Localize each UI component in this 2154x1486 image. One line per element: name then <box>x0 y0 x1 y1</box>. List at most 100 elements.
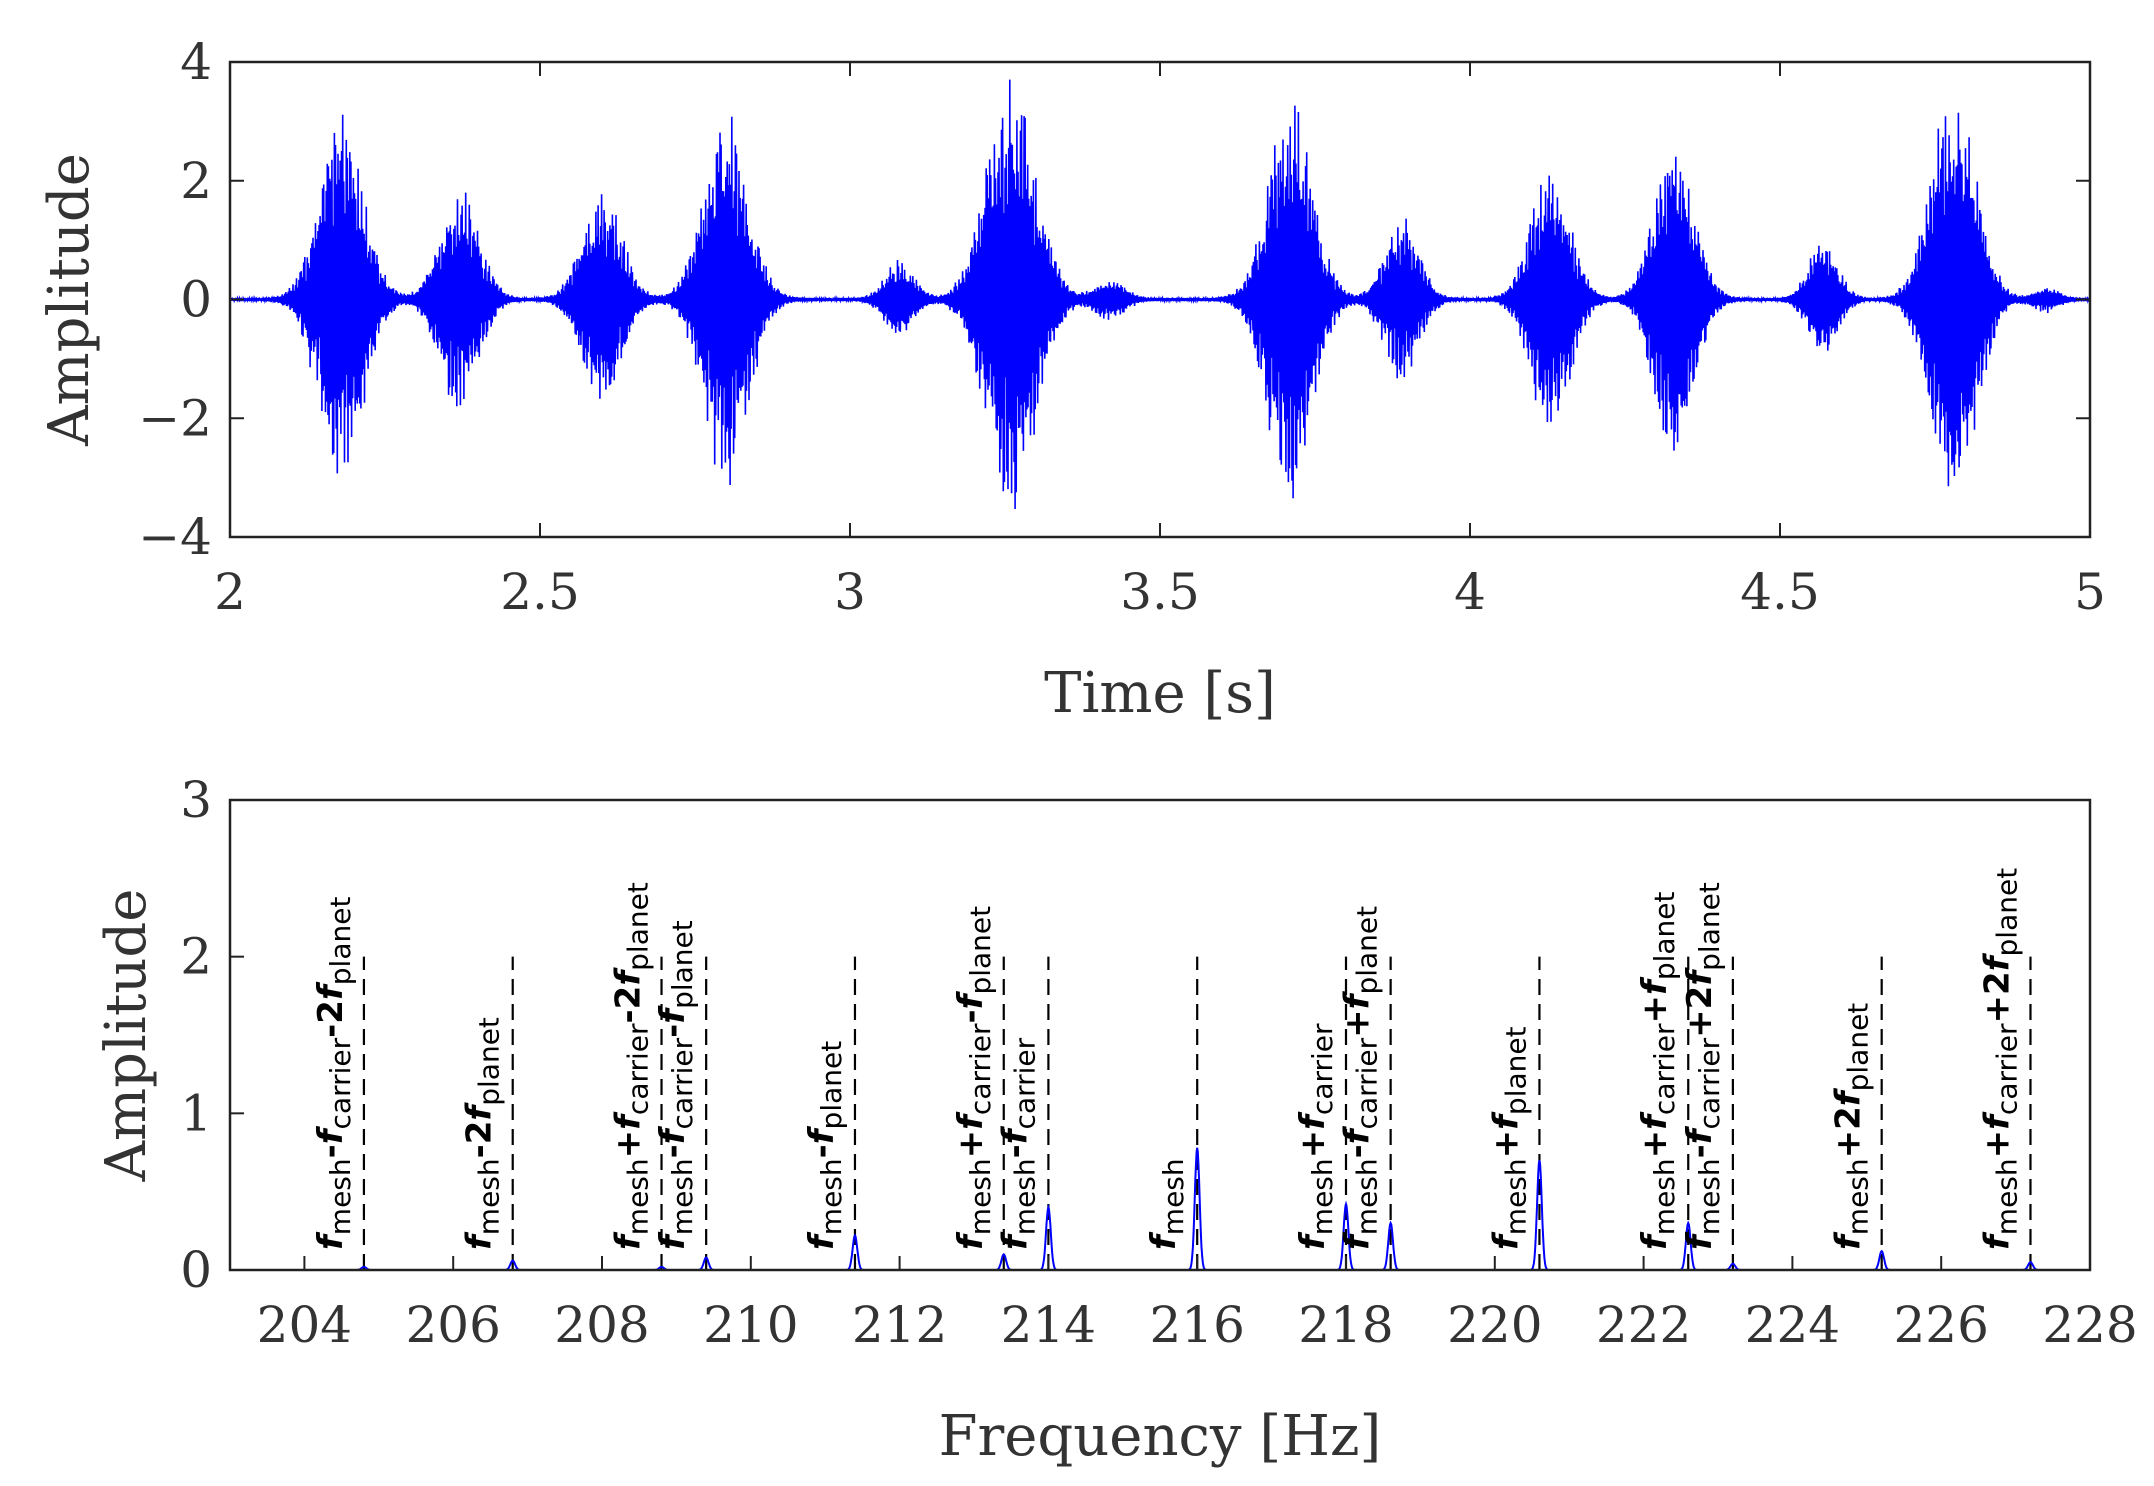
annotation-op1: + <box>609 1130 649 1159</box>
annotation-sym2: f <box>995 1125 1035 1144</box>
annotation-sub1: mesh <box>324 1158 357 1235</box>
annotation-base: f <box>995 1231 1035 1250</box>
annotation-sub1: mesh <box>1693 1158 1726 1235</box>
frequency-annotations: fmesh-fcarrier-2fplanetfmesh-2fplanetfme… <box>311 868 2024 1250</box>
annotation-sym3: f <box>1635 976 1675 995</box>
x-tick-label: 206 <box>405 1296 500 1354</box>
annotation-base: f <box>1635 1231 1675 1250</box>
x-tick-label: 224 <box>1745 1296 1840 1354</box>
annotation-op1: - <box>653 1144 693 1158</box>
annotation-sub2: carrier <box>622 1023 655 1115</box>
annotation-sub3: planet <box>1351 906 1384 995</box>
annotation-op1: + <box>1635 1130 1675 1159</box>
annotation-sub2: carrier <box>964 1023 997 1115</box>
annotation-sub3: planet <box>1648 891 1681 980</box>
frequency-marker-lines <box>362 956 2032 1270</box>
annotation-sub1: mesh <box>1008 1158 1041 1235</box>
annotation-sym2: f <box>311 1125 351 1144</box>
x-tick-label: 2.5 <box>500 563 580 621</box>
time-axis-ticks: 2 2.5 3 3.5 4 4.5 5 −4 −2 0 2 4 <box>138 33 2106 621</box>
x-tick-label: 210 <box>703 1296 798 1354</box>
annotation-sym3: f <box>311 981 351 1000</box>
annotation-sub3: planet <box>1990 868 2023 957</box>
y-tick-label: 0 <box>180 1241 212 1299</box>
annotation-base: f <box>1338 1231 1378 1250</box>
annotation-sym2: f <box>1338 1125 1378 1144</box>
time-signal-panel: 2 2.5 3 3.5 4 4.5 5 −4 −2 0 2 4 Time [s] Amplitude <box>37 33 2106 726</box>
frequency-axis-ticks: 204 206 208 210 212 214 216 218 220 222 224 226 2280… <box>180 771 2138 1354</box>
annotation-op1: + <box>1977 1130 2017 1159</box>
x-tick-label: 214 <box>1001 1296 1096 1354</box>
annotation-coef: 2 <box>1680 986 1720 1010</box>
x-tick-label: 204 <box>257 1296 352 1354</box>
annotation-sym2: f <box>1635 1111 1675 1130</box>
annotation-op1: + <box>1486 1130 1526 1159</box>
annotation-sym2: f <box>1977 1111 2017 1130</box>
annotation-op1: - <box>1680 1144 1720 1158</box>
annotation-op2: + <box>1635 995 1675 1024</box>
y-tick-label: 2 <box>180 152 212 210</box>
annotation-sub1: mesh <box>1351 1158 1384 1235</box>
annotation-sym2: f <box>460 1102 500 1121</box>
annotation-sub2: planet <box>473 1017 506 1106</box>
annotation-base: f <box>1829 1231 1869 1250</box>
annotation-sub2: planet <box>1842 1003 1875 1092</box>
annotation-sub2: planet <box>1499 1026 1532 1115</box>
spectrum-panel: 204 206 208 210 212 214 216 218 220 222 224 226 2280… <box>94 771 2138 1469</box>
x-tick-label: 216 <box>1149 1296 1244 1354</box>
y-tick-label: 4 <box>180 33 212 91</box>
annotation-sub2: carrier <box>1008 1037 1041 1129</box>
x-tick-label: 4 <box>1454 563 1486 621</box>
annotation-base: f <box>1293 1231 1333 1250</box>
frequency-annotation: fmesh+fcarrier <box>1293 1023 1339 1250</box>
annotation-op1: - <box>995 1144 1035 1158</box>
annotation-coef: 2 <box>1977 971 2017 995</box>
annotation-op2: + <box>1680 1009 1720 1038</box>
x-tick-label: 2 <box>214 563 246 621</box>
frequency-annotation: fmesh-fcarrier-fplanet <box>653 920 699 1250</box>
annotation-op2: - <box>311 1024 351 1038</box>
annotation-sym2: f <box>609 1111 649 1130</box>
frequency-annotation: fmesh-fcarrier+2fplanet <box>1680 882 1726 1250</box>
frequency-annotation: fmesh+fcarrier+2fplanet <box>1977 868 2023 1250</box>
spectrum-plot-frame <box>228 798 2092 1272</box>
annotation-coef: 2 <box>460 1121 500 1145</box>
annotation-op1: - <box>460 1144 500 1158</box>
annotation-sub1: mesh <box>964 1158 997 1235</box>
x-tick-label: 226 <box>1893 1296 1988 1354</box>
x-tick-label: 3.5 <box>1120 563 1200 621</box>
x-tick-label: 222 <box>1596 1296 1691 1354</box>
annotation-sym3: f <box>951 990 991 1009</box>
annotation-op1: + <box>1829 1130 1869 1159</box>
annotation-sym2: f <box>1486 1111 1526 1130</box>
annotation-base: f <box>311 1231 351 1250</box>
annotation-sub3: planet <box>964 906 997 995</box>
annotation-sub2: planet <box>815 1041 848 1130</box>
annotation-sub1: mesh <box>1990 1158 2023 1235</box>
x-tick-label: 208 <box>554 1296 649 1354</box>
annotation-base: f <box>653 1231 693 1250</box>
annotation-sub1: mesh <box>666 1158 699 1235</box>
frequency-annotation: fmesh-2fplanet <box>460 1017 506 1250</box>
y-tick-label: 2 <box>180 928 212 986</box>
annotation-sub2: carrier <box>1351 1037 1384 1129</box>
annotation-coef: 2 <box>311 1000 351 1024</box>
annotation-coef: 2 <box>1829 1106 1869 1130</box>
annotation-sym2: f <box>1293 1111 1333 1130</box>
annotation-sub3: planet <box>324 897 357 986</box>
x-tick-label: 4.5 <box>1740 563 1820 621</box>
annotation-sub2: carrier <box>1306 1023 1339 1115</box>
annotation-sym3: f <box>609 967 649 986</box>
annotation-sub1: mesh <box>473 1158 506 1235</box>
annotation-sym3: f <box>1680 967 1720 986</box>
y-tick-label: 3 <box>180 771 212 829</box>
annotation-sub1: mesh <box>815 1158 848 1235</box>
frequency-annotation: fmesh+fcarrier-2fplanet <box>609 882 655 1250</box>
frequency-annotation: fmesh-fplanet <box>802 1041 848 1250</box>
frequency-annotation: fmesh+fcarrier+fplanet <box>1635 891 1681 1250</box>
annotation-sub1: mesh <box>1499 1158 1532 1235</box>
annotation-base: f <box>1977 1231 2017 1250</box>
annotation-sub1: mesh <box>1648 1158 1681 1235</box>
x-axis-label: Time [s] <box>1044 661 1276 726</box>
y-tick-label: −4 <box>138 508 212 566</box>
